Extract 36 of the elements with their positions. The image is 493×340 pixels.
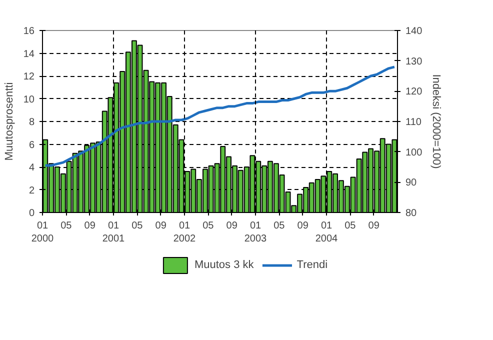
x-tick-label: 05 — [132, 220, 144, 232]
y-tick-label: 12 — [23, 72, 35, 82]
x-tick-label: 09 — [226, 220, 238, 232]
x-tick-label: 09 — [84, 220, 96, 232]
y2-tick-label: 130 — [406, 56, 423, 68]
line-series — [44, 66, 396, 167]
y-tick-label: 6 — [28, 140, 35, 151]
x-tick-label: 01 2001 — [102, 220, 126, 245]
y-tick-label: 4 — [28, 162, 35, 174]
y-tick-label: 16 — [23, 26, 35, 37]
legend-label: Muutos 3 kk — [194, 259, 254, 271]
y-tick-label: 10 — [23, 94, 35, 106]
y2-tick-label: 140 — [406, 26, 423, 37]
x-tick-label: 05 — [60, 220, 72, 232]
y2-tick-label: 100 — [406, 147, 423, 158]
x-tick-label: 05 — [202, 220, 214, 232]
y-tick-label: 0 — [28, 208, 35, 219]
y2-tick-label: 80 — [406, 208, 418, 219]
x-tick-label: 05 — [274, 220, 286, 232]
y2-axis-title: Indeksi (2000=100) — [430, 74, 442, 169]
y2-tick-label: 110 — [406, 117, 422, 128]
x-tick-label: 09 — [297, 220, 309, 232]
x-tick-label: 05 — [344, 220, 356, 232]
y-axis-title: Muutosprosentti — [3, 82, 16, 161]
y2-tick-label: 90 — [406, 178, 418, 189]
x-tick-label: 09 — [368, 220, 380, 232]
y-tick-label: 8 — [28, 117, 35, 128]
x-tick-label: 01 2000 — [31, 220, 54, 245]
y-tick-label: 14 — [23, 48, 35, 60]
x-tick-label: 01 2004 — [315, 220, 338, 245]
y2-tick-label: 120 — [406, 86, 423, 98]
x-tick-label: 09 — [155, 220, 167, 232]
legend-label: Trendi — [296, 259, 328, 271]
y-tick-label: 2 — [28, 185, 35, 196]
x-tick-label: 01 2002 — [173, 220, 196, 245]
x-tick-label: 01 2003 — [244, 220, 268, 245]
